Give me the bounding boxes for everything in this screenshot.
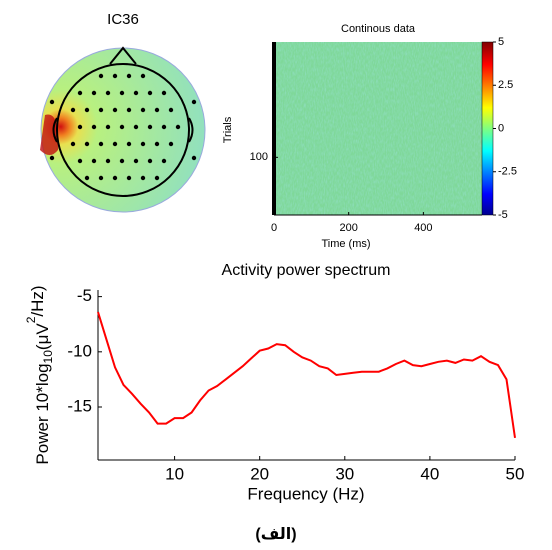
electrode [77,90,83,96]
electrode [91,124,97,130]
x-axis-label: Frequency (Hz) [247,484,364,503]
colorbar-tick-label: -2.5 [498,166,517,178]
scalp-map [40,46,206,213]
y-axis-label-part: /Hz) [28,285,47,316]
electrode [70,107,76,113]
electrode [126,141,132,147]
electrode [98,141,104,147]
electrode [147,90,153,96]
electrode [98,107,104,113]
trial-image [272,41,494,216]
electrode [140,107,146,113]
electrode [168,107,174,113]
electrode [105,158,111,164]
x-tick-label: 400 [414,222,432,234]
x-tick-label: 40 [420,464,439,483]
electrode [105,124,111,130]
y-axis-label-part: 10 [41,350,55,364]
electrode [77,124,83,130]
y-tick-label: -10 [67,341,92,360]
y-axis-label-part: Power 10*log [33,363,52,464]
electrode [161,124,167,130]
x-tick-label: 10 [165,464,184,483]
x-tick-label: 200 [340,222,358,234]
electrode [133,90,139,96]
chart-title: IC36 [107,11,139,28]
electrode [112,107,118,113]
electrode [77,158,83,164]
x-tick-label: 0 [271,222,277,234]
electrode [49,99,55,105]
y-tick-label: -5 [77,286,92,305]
y-axis-label-part: (μV [33,323,52,350]
electrode [154,175,160,181]
electrode [191,99,197,105]
electrode [49,155,55,161]
electrode [147,124,153,130]
electrode [161,90,167,96]
electrode [112,141,118,147]
colorbar-tick-label: -5 [498,209,508,221]
electrode [84,107,90,113]
electrode [126,73,132,79]
electrode [91,158,97,164]
chart-title: Continous data [341,23,416,35]
electrode [119,124,125,130]
electrode [84,175,90,181]
electrode [105,90,111,96]
electrode [112,73,118,79]
electrode [147,158,153,164]
electrode [154,141,160,147]
electrode [112,175,118,181]
colorbar-tick-label: 5 [498,36,504,48]
colorbar [481,41,494,216]
electrode [168,141,174,147]
electrode [70,141,76,147]
electrode [84,141,90,147]
caption: (الف) [255,526,296,543]
electrode [140,175,146,181]
electrode [140,73,146,79]
electrode [98,73,104,79]
electrode [126,175,132,181]
electrode [98,175,104,181]
y-axis-label: Trials [222,116,234,143]
electrode [133,158,139,164]
electrode [191,155,197,161]
electrode [91,90,97,96]
x-tick-label: 30 [335,464,354,483]
x-axis-label: Time (ms) [321,238,370,250]
colorbar-tick-label: 0 [498,122,504,134]
electrode [140,141,146,147]
electrode [119,90,125,96]
y-axis-label: Power 10*log10(μV2/Hz) [24,285,55,464]
electrode [161,158,167,164]
chart-title: Activity power spectrum [222,262,391,279]
y-axis-label-part: 2 [24,316,38,323]
y-tick-label: 100 [250,151,268,163]
electrode [126,107,132,113]
y-tick-label: -15 [67,396,92,415]
colorbar-tick-label: 2.5 [498,79,513,91]
electrode [133,124,139,130]
x-tick-label: 50 [506,464,525,483]
x-tick-label: 20 [250,464,269,483]
electrode [119,158,125,164]
electrode [175,124,181,130]
spectrum-line [97,311,516,439]
electrode [154,107,160,113]
